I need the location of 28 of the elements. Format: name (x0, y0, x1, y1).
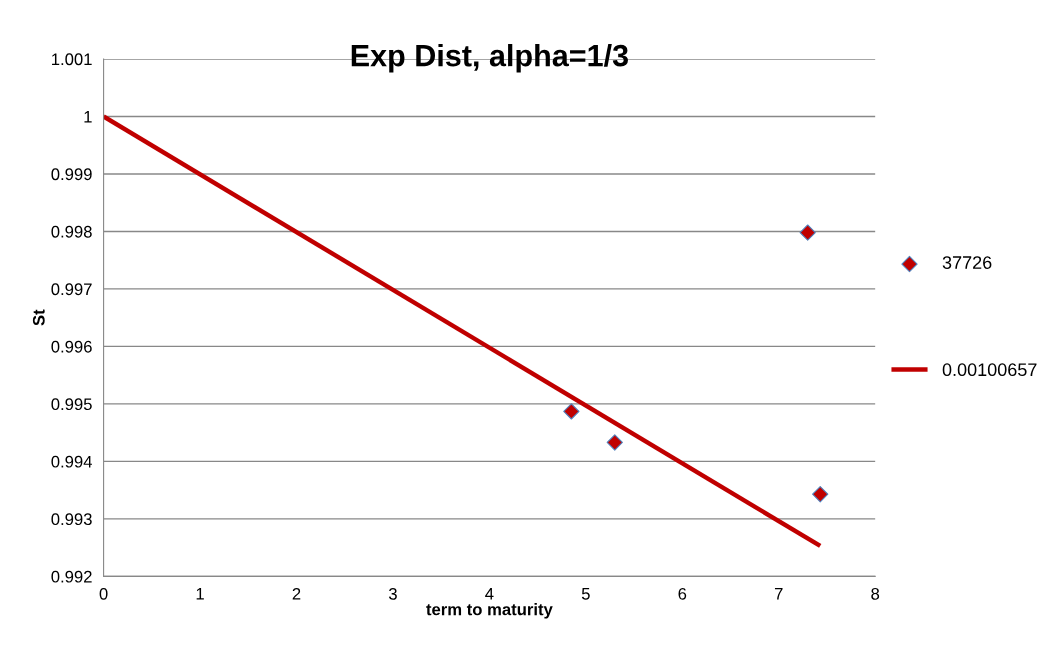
y-tick-label: 1.001 (52, 53, 92, 66)
point (606, 434, 623, 451)
x-tick-label: 4 (485, 588, 494, 600)
x-tick-label: 2 (292, 587, 301, 600)
y-tick-label: 0.993 (51, 513, 92, 526)
y-tick-label: 0.994 (51, 455, 92, 468)
x-tick-label: 8 (871, 587, 880, 600)
y-tick-label: 0.999 (51, 168, 92, 181)
chart-title: Exp Dist, alpha=1/3 (351, 44, 628, 73)
y-axis-title: St (32, 309, 45, 326)
y-tick-label: 0.996 (51, 340, 92, 353)
y-tick-label: 0.995 (51, 398, 92, 411)
x-tick-label: 0 (99, 587, 108, 600)
x-tick-label: 6 (678, 587, 687, 600)
y-tick-label: 1 (84, 111, 92, 123)
legend-label: 37726 (942, 256, 992, 269)
x-tick-label: 1 (196, 588, 204, 600)
point (563, 403, 580, 420)
x-axis-title: term to maturity (426, 603, 553, 619)
y-tick-label: 0.992 (51, 570, 92, 583)
x-tick-label: 5 (581, 588, 590, 600)
legend-label: 0.00100657 (942, 363, 1037, 377)
point (812, 486, 829, 503)
x-tick-label: 7 (774, 588, 783, 600)
y-tick-label: 0.998 (51, 225, 92, 238)
x-tick-label: 3 (388, 587, 397, 600)
y-tick-label: 0.997 (51, 283, 92, 296)
point (799, 224, 816, 241)
